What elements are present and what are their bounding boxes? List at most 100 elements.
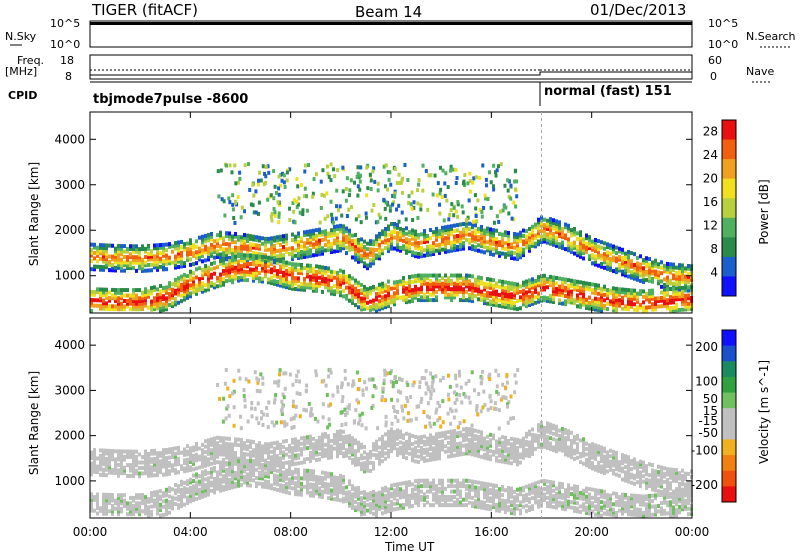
echo-cell-1-0 — [660, 465, 663, 470]
right-tick-top: 10^5 — [708, 17, 738, 30]
echo-cell-1-0 — [318, 452, 321, 457]
echo-cell-0-0 — [201, 248, 204, 253]
echo-cell-0-0 — [345, 245, 348, 250]
echo-cell-0-0 — [180, 239, 183, 244]
echo-cell-0-1 — [606, 296, 609, 301]
echo-cell-1-0 — [477, 448, 480, 453]
echo-cell-0-0 — [156, 256, 159, 261]
echo-cell-0-1 — [507, 294, 510, 299]
echo-cell-0-0 — [645, 269, 648, 274]
echo-cell-1-0 — [477, 437, 480, 442]
echo-cell-0-1 — [378, 304, 381, 309]
scatter-cell-0 — [376, 219, 380, 224]
echo-cell-0-0 — [666, 283, 669, 288]
echo-cell-0-0 — [540, 223, 543, 228]
echo-cell-0-0 — [435, 237, 438, 242]
echo-cell-0-0 — [552, 234, 555, 239]
echo-cell-0-1 — [483, 287, 486, 292]
echo-cell-1-0 — [531, 432, 534, 437]
echo-cell-1-0 — [663, 488, 666, 493]
scatter-cell-1 — [340, 385, 344, 390]
scatter-cell-1 — [462, 392, 466, 397]
echo-cell-0-1 — [504, 280, 507, 285]
echo-cell-0-0 — [255, 243, 258, 248]
echo-cell-0-1 — [429, 273, 432, 278]
echo-cell-0-1 — [438, 287, 441, 292]
echo-cell-0-0 — [444, 227, 447, 232]
echo-cell-0-1 — [567, 278, 570, 283]
echo-cell-1-0 — [156, 473, 159, 478]
scatter-cell-0 — [436, 181, 440, 186]
echo-cell-0-0 — [183, 261, 186, 266]
echo-cell-0-1 — [351, 298, 354, 303]
echo-cell-0-0 — [234, 240, 237, 245]
echo-cell-1-0 — [537, 444, 540, 449]
echo-cell-1-0 — [351, 452, 354, 457]
echo-cell-1-0 — [477, 443, 480, 448]
echo-cell-1-0 — [339, 431, 342, 436]
echo-cell-0-0 — [444, 236, 447, 241]
echo-cell-0-1 — [681, 291, 684, 296]
echo-cell-1-0 — [207, 460, 210, 465]
echo-cell-0-1 — [360, 291, 363, 296]
echo-cell-0-1 — [429, 298, 432, 303]
echo-cell-1-0 — [420, 437, 423, 442]
echo-cell-0-1 — [504, 294, 507, 299]
echo-cell-1-0 — [513, 440, 516, 445]
scatter-cell-0 — [272, 196, 276, 201]
echo-cell-1-0 — [537, 436, 540, 441]
echo-cell-0-0 — [678, 274, 681, 279]
echo-cell-0-1 — [366, 300, 369, 305]
echo-cell-1-0 — [258, 443, 261, 448]
echo-cell-0-0 — [501, 246, 504, 251]
echo-cell-0-1 — [360, 307, 363, 312]
echo-cell-0-0 — [96, 251, 99, 256]
echo-cell-0-0 — [291, 254, 294, 259]
echo-cell-1-0 — [342, 446, 345, 451]
echo-cell-1-0 — [615, 461, 618, 466]
echo-cell-0-0 — [342, 243, 345, 248]
echo-cell-0-0 — [213, 250, 216, 255]
echo-cell-0-0 — [528, 243, 531, 248]
echo-cell-0-0 — [585, 236, 588, 241]
echo-cell-1-0 — [681, 479, 684, 484]
echo-cell-0-0 — [297, 253, 300, 258]
echo-cell-0-0 — [333, 227, 336, 232]
echo-cell-0-0 — [477, 229, 480, 234]
echo-cell-1-0 — [213, 441, 216, 446]
scatter-cell-1 — [292, 424, 296, 429]
echo-cell-0-0 — [315, 247, 318, 252]
echo-cell-1-0 — [666, 472, 669, 477]
echo-cell-1-0 — [549, 444, 552, 449]
echo-cell-1-0 — [318, 435, 321, 440]
echo-cell-1-0 — [339, 434, 342, 439]
echo-cell-0-1 — [102, 290, 105, 295]
echo-cell-0-1 — [492, 297, 495, 302]
echo-cell-1-0 — [375, 439, 378, 444]
echo-cell-0-0 — [318, 241, 321, 246]
echo-cell-1-0 — [309, 442, 312, 447]
echo-cell-1-0 — [633, 462, 636, 467]
echo-cell-0-1 — [201, 267, 204, 272]
echo-cell-0-1 — [687, 296, 690, 301]
echo-cell-1-0 — [174, 470, 177, 475]
echo-cell-1-0 — [387, 432, 390, 437]
echo-cell-0-1 — [276, 274, 279, 279]
echo-cell-0-1 — [672, 308, 675, 313]
echo-cell-0-1 — [468, 292, 471, 297]
echo-cell-0-1 — [423, 295, 426, 300]
echo-cell-1-0 — [144, 468, 147, 473]
echo-cell-0-1 — [117, 307, 120, 312]
echo-cell-0-0 — [456, 223, 459, 228]
scatter-cell-0 — [270, 218, 274, 223]
echo-cell-0-1 — [219, 261, 222, 266]
echo-cell-1-0 — [618, 460, 621, 465]
echo-cell-0-1 — [444, 278, 447, 283]
echo-cell-0-0 — [219, 230, 222, 235]
scatter-cell-1 — [486, 407, 490, 412]
scatter-cell-0 — [407, 200, 411, 205]
scatter-cell-0 — [301, 212, 305, 217]
echo-cell-1-0 — [582, 442, 585, 447]
scatter-cell-0 — [376, 188, 380, 193]
echo-cell-1-0 — [435, 445, 438, 450]
